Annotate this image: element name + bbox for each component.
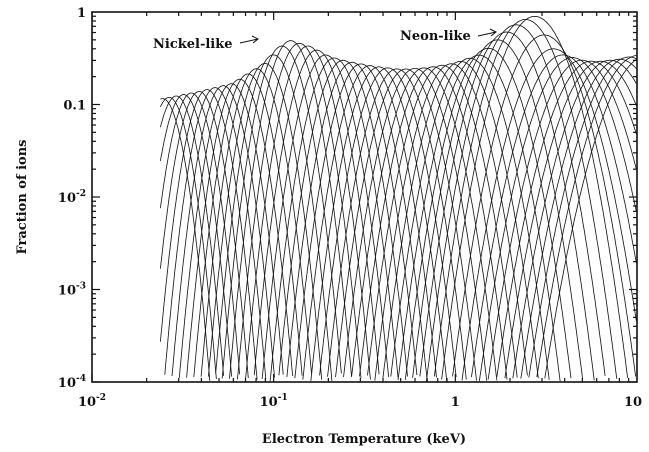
ion-stage-curve	[419, 31, 595, 381]
y-tick-label: 10-3	[58, 282, 86, 299]
x-tick-label: 10	[624, 395, 642, 410]
axis-ticks	[91, 12, 637, 383]
y-tick-labels: 1 0.1 10-2 10-3 10-4	[58, 6, 86, 391]
ion-stage-curve	[452, 34, 637, 377]
ion-stage-curve	[478, 57, 637, 381]
ion-stage-curve	[461, 48, 637, 381]
ion-stage-curve	[367, 64, 518, 378]
nickel-like-annotation: Nickel-like	[153, 37, 233, 52]
ion-stage-curve	[335, 68, 477, 381]
ion-stage-curve	[520, 58, 637, 379]
ion-stage-curve	[215, 54, 333, 382]
y-axis-title: Fraction of ions	[15, 140, 30, 255]
x-tick-label: 1	[451, 395, 460, 410]
y-tick-label: 1	[77, 6, 86, 21]
ion-stage-curve	[207, 62, 323, 380]
ion-stage-curve	[164, 87, 267, 380]
ion-stage-curve	[302, 65, 437, 380]
ion-stage-curve	[186, 78, 294, 378]
x-tick-label: 10-2	[78, 393, 106, 410]
ion-stage-curve	[193, 73, 303, 378]
y-tick-label: 0.1	[63, 99, 86, 114]
ion-stage-curve	[487, 59, 637, 380]
ion-stage-curve	[374, 63, 528, 381]
ion-stage-curve	[470, 54, 637, 378]
ion-stage-curve	[327, 68, 467, 380]
ion-stage-curve	[412, 39, 584, 380]
ion-stage-curve	[261, 54, 390, 379]
ion-stage-curve	[404, 47, 572, 380]
ion-fraction-curves	[159, 15, 637, 382]
ion-stage-curve	[178, 83, 284, 378]
ion-stage-curve	[390, 57, 550, 380]
ion-stage-curve	[228, 40, 352, 379]
ion-stage-curve	[496, 60, 637, 377]
x-tick-labels: 10-2 10-1 1 10	[78, 393, 642, 410]
ion-stage-curve	[504, 60, 637, 379]
ion-stage-curve	[544, 59, 637, 379]
ion-stage-curve	[528, 56, 637, 378]
y-tick-label: 10-2	[58, 189, 86, 206]
neon-like-arrow	[477, 28, 497, 37]
ion-stage-curve	[441, 15, 629, 380]
ion-stage-curve	[269, 57, 399, 382]
ion-stage-curve	[343, 68, 488, 381]
ion-stage-curve	[253, 49, 380, 376]
ion-stage-curve	[536, 55, 637, 378]
ion-stage-curve	[351, 67, 498, 381]
ion-stage-curve	[200, 68, 313, 377]
ion-stage-curve	[159, 89, 258, 380]
ion-stage-curve	[286, 61, 418, 377]
ion-stage-curve	[160, 96, 217, 380]
ion-stage-curve	[278, 59, 408, 377]
x-tick-label: 10-1	[260, 393, 288, 410]
ion-stage-curve	[159, 94, 233, 377]
ion-stage-curve	[221, 45, 342, 379]
ion-stage-curve	[159, 90, 249, 379]
ion-stage-curve	[319, 67, 457, 378]
ion-stage-curve	[236, 42, 362, 380]
ion-stage-curve	[244, 45, 371, 381]
ion-stage-curve	[171, 85, 275, 378]
ion-stage-curve	[382, 60, 539, 380]
ion-stage-curve	[359, 66, 508, 380]
ion-stage-curve	[294, 63, 428, 380]
y-tick-label: 10-4	[58, 374, 86, 391]
ion-stage-curve	[159, 95, 225, 376]
nickel-like-arrow	[239, 35, 259, 44]
neon-like-annotation: Neon-like	[400, 29, 471, 44]
x-axis-title: Electron Temperature (keV)	[262, 432, 466, 447]
ion-stage-curve	[512, 59, 637, 379]
ion-stage-curve	[159, 92, 241, 375]
